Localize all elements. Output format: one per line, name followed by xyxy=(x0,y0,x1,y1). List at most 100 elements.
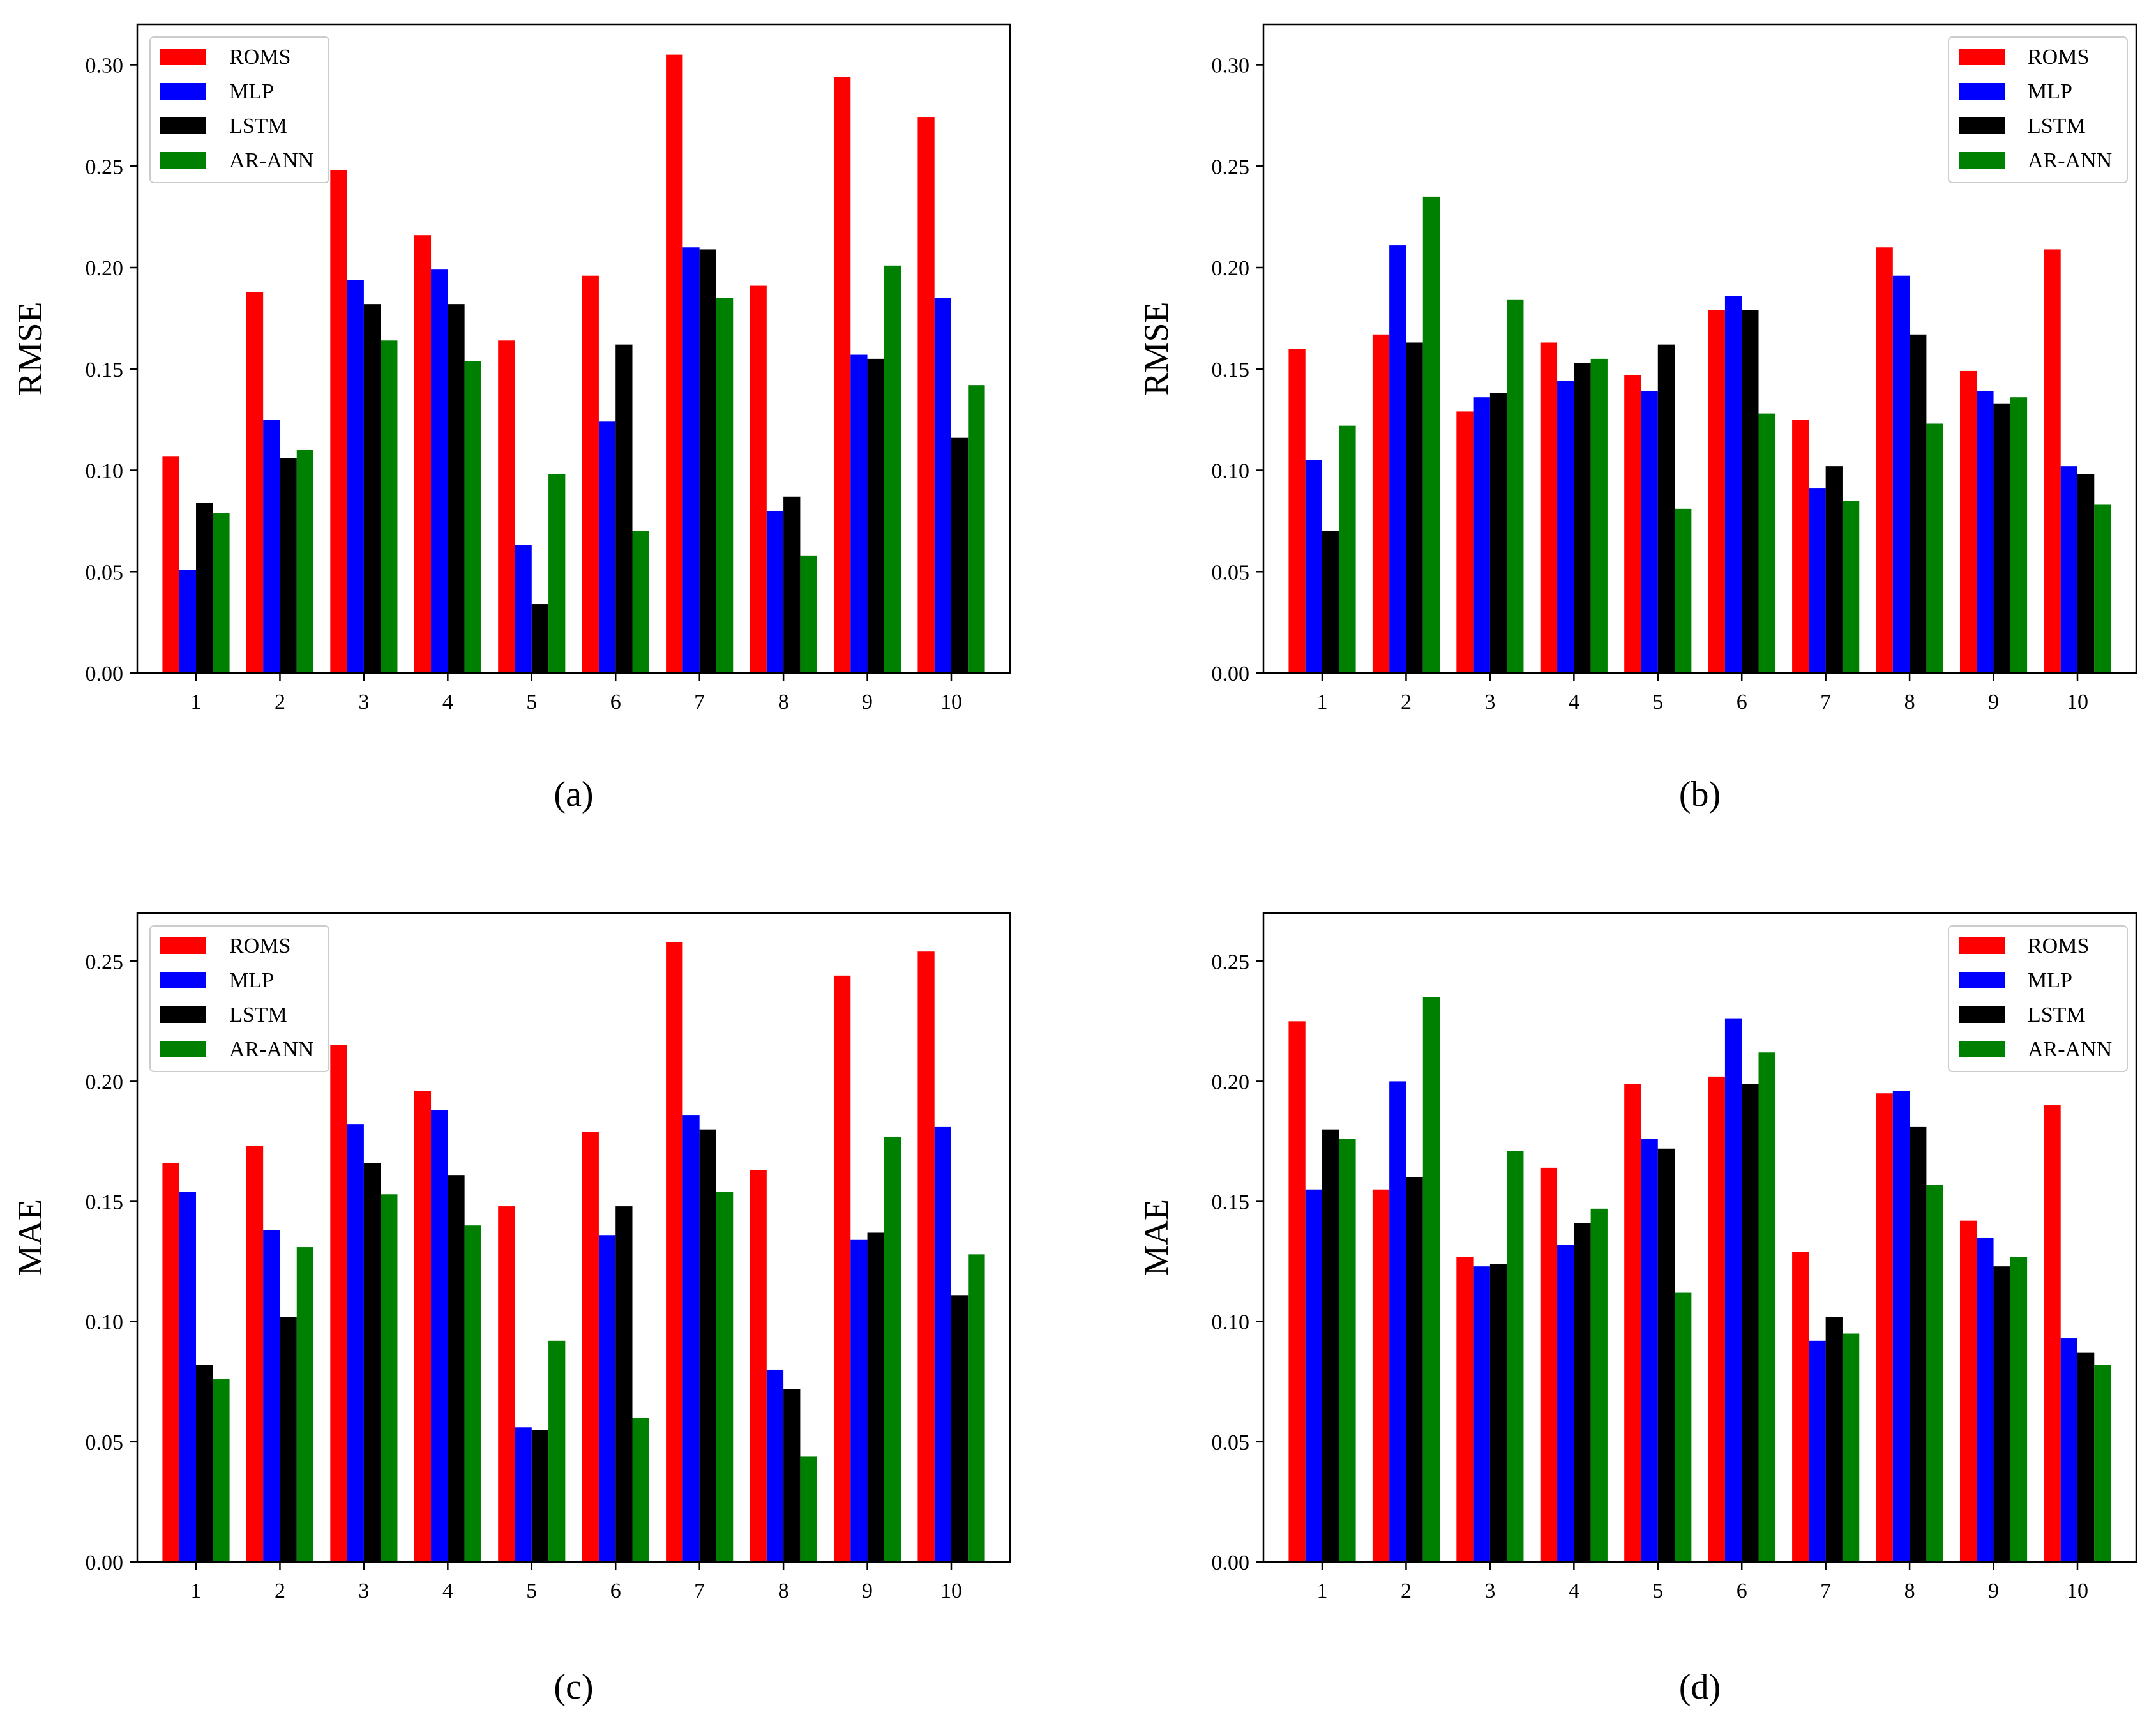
bar-roms-2 xyxy=(1372,334,1390,673)
bar-lstm-6 xyxy=(1742,310,1759,673)
bar-roms-8 xyxy=(1876,1093,1893,1562)
y-tick-label: 0.20 xyxy=(1212,1070,1250,1094)
legend-swatch-mlp xyxy=(160,972,206,988)
bar-mlp-5 xyxy=(515,1427,532,1562)
x-tick-label: 10 xyxy=(940,690,962,714)
bar-mlp-6 xyxy=(598,421,616,673)
bar-lstm-4 xyxy=(448,1175,465,1562)
chart-panel-1: 0.00 0.05 0.10 0.15 0.20 0.25 0.30 1 2 3 4 5 6 7 8 9 10 R… xyxy=(11,23,1011,814)
legend-label-roms: ROMS xyxy=(2028,934,2089,958)
legend-swatch-mlp xyxy=(160,83,206,100)
x-tick-label: 7 xyxy=(694,1579,705,1603)
legend-swatch-lstm xyxy=(1959,117,2005,134)
legend-label-mlp: MLP xyxy=(229,969,274,992)
x-tick-label: 4 xyxy=(442,690,453,714)
x-tick-label: 7 xyxy=(694,690,705,714)
legend-swatch-roms xyxy=(160,937,206,954)
legend-swatch-roms xyxy=(160,49,206,65)
legend: ROMS MLP LSTM AR-ANN xyxy=(1948,925,2128,1072)
plot-frame xyxy=(1262,912,2137,1563)
bar-lstm-1 xyxy=(196,1365,213,1562)
y-tick-label: 0.00 xyxy=(1212,662,1250,686)
bar-mlp-6 xyxy=(1724,296,1742,673)
x-tick-label: 9 xyxy=(1988,690,1999,714)
bar-lstm-3 xyxy=(363,304,381,673)
x-tick-label: 8 xyxy=(778,1579,789,1603)
bar-roms-4 xyxy=(414,1091,432,1562)
bar-ar-ann-4 xyxy=(464,1225,481,1562)
legend-swatch-ar-ann xyxy=(1959,152,2005,169)
bar-mlp-4 xyxy=(1557,381,1574,673)
bar-lstm-6 xyxy=(615,1206,633,1562)
legend-box xyxy=(1948,925,2128,1072)
legend-swatch-roms xyxy=(1959,49,2005,65)
bar-lstm-7 xyxy=(699,249,716,673)
bar-roms-5 xyxy=(1624,375,1641,673)
bar-ar-ann-10 xyxy=(968,1254,985,1562)
legend-label-lstm: LSTM xyxy=(229,1003,287,1027)
bar-mlp-1 xyxy=(1305,460,1323,674)
bar-mlp-8 xyxy=(1892,1091,1910,1562)
bar-lstm-8 xyxy=(1910,334,1927,673)
x-tick-label: 4 xyxy=(1569,1579,1579,1603)
y-axis-label: MAE xyxy=(1137,1199,1175,1276)
legend-box xyxy=(149,36,329,183)
x-tick-label: 7 xyxy=(1820,690,1831,714)
bar-ar-ann-1 xyxy=(213,1379,230,1562)
bar-ar-ann-5 xyxy=(548,474,566,673)
y-tick-label: 0.30 xyxy=(1212,54,1250,78)
bar-ar-ann-9 xyxy=(884,265,901,673)
bar-ar-ann-5 xyxy=(1675,1292,1692,1562)
bar-ar-ann-7 xyxy=(1842,1333,1860,1562)
x-tick-label: 5 xyxy=(1652,690,1663,714)
bar-lstm-5 xyxy=(531,1430,549,1562)
legend-label-ar-ann: AR-ANN xyxy=(2028,149,2112,172)
x-tick-label: 10 xyxy=(940,1579,962,1603)
bar-roms-10 xyxy=(917,951,935,1562)
bar-ar-ann-7 xyxy=(716,1192,734,1562)
y-axis-label: RMSE xyxy=(11,301,49,395)
bar-ar-ann-7 xyxy=(1842,501,1860,674)
bar-lstm-9 xyxy=(867,1232,884,1562)
y-tick-label: 0.10 xyxy=(86,1311,124,1335)
y-tick-label: 0.00 xyxy=(86,662,124,686)
bar-roms-9 xyxy=(833,77,851,674)
bar-lstm-4 xyxy=(1574,1223,1591,1562)
legend-label-mlp: MLP xyxy=(2028,80,2072,103)
bar-lstm-1 xyxy=(1322,531,1339,673)
legend-label-lstm: LSTM xyxy=(229,114,287,138)
bar-mlp-3 xyxy=(1473,1266,1490,1562)
legend-swatch-ar-ann xyxy=(160,152,206,169)
bar-roms-4 xyxy=(414,235,432,673)
bar-lstm-2 xyxy=(1406,1177,1423,1562)
bar-lstm-1 xyxy=(1322,1129,1339,1562)
bar-ar-ann-8 xyxy=(1926,423,1943,673)
bar-lstm-5 xyxy=(1657,1148,1675,1562)
legend-label-lstm: LSTM xyxy=(2028,1003,2086,1027)
panel-label: (d) xyxy=(1679,1667,1721,1707)
bar-mlp-7 xyxy=(682,1115,700,1562)
bar-roms-1 xyxy=(1288,1021,1306,1562)
bar-lstm-10 xyxy=(951,437,969,673)
bar-ar-ann-10 xyxy=(2094,1365,2111,1562)
bar-roms-8 xyxy=(750,285,767,673)
bar-ar-ann-8 xyxy=(1926,1185,1943,1562)
bar-lstm-10 xyxy=(2077,1352,2095,1562)
bar-ar-ann-10 xyxy=(968,385,985,673)
bar-ar-ann-2 xyxy=(296,1247,314,1562)
bar-roms-6 xyxy=(582,275,599,673)
legend: ROMS MLP LSTM AR-ANN xyxy=(149,36,329,183)
legend-swatch-lstm xyxy=(160,117,206,134)
bar-ar-ann-1 xyxy=(213,513,230,673)
legend-label-roms: ROMS xyxy=(229,934,290,958)
bar-mlp-5 xyxy=(515,545,532,673)
y-tick-label: 0.20 xyxy=(86,257,124,280)
bar-mlp-10 xyxy=(2060,1338,2077,1562)
x-tick-label: 3 xyxy=(1484,690,1495,714)
bar-mlp-8 xyxy=(766,1369,784,1562)
bar-ar-ann-4 xyxy=(1590,1208,1608,1562)
y-tick-label: 0.15 xyxy=(86,1191,124,1215)
bar-ar-ann-2 xyxy=(1422,196,1440,673)
legend-label-roms: ROMS xyxy=(229,45,290,69)
